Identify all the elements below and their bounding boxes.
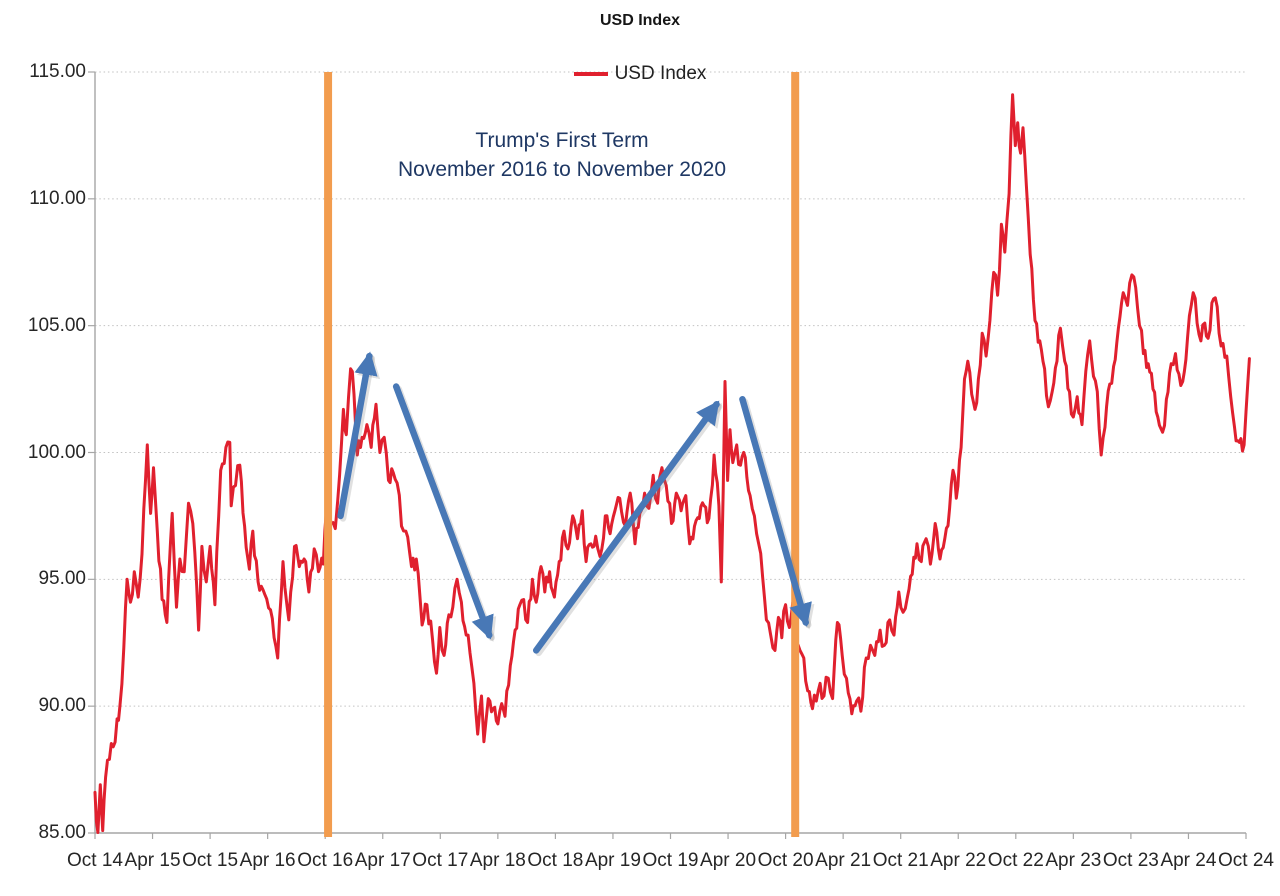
x-axis-label: Apr 19	[584, 850, 641, 871]
x-axis-label: Oct 23	[1102, 850, 1159, 871]
trend-arrow-2017-decline-down	[392, 383, 494, 640]
x-axis-label: Oct 20	[757, 850, 814, 871]
trend-arrow-shadow	[535, 403, 723, 657]
x-axis-label: Apr 15	[124, 850, 181, 871]
x-axis-label: Apr 22	[930, 850, 987, 871]
x-axis-label: Apr 17	[354, 850, 411, 871]
annotation-line-1: Trump's First Term	[475, 129, 649, 152]
x-axis-label: Oct 14	[67, 850, 123, 871]
x-axis-label: Oct 24	[1218, 850, 1274, 871]
x-axis-label: Apr 21	[815, 850, 872, 871]
legend-label: USD Index	[614, 63, 707, 84]
y-axis-label: 85.00	[38, 822, 86, 843]
legend: USD Index	[0, 62, 1280, 86]
y-axis-label: 115.00	[29, 61, 86, 82]
trump-term-annotation: Trump's First Term November 2016 to Nove…	[312, 126, 812, 184]
x-axis-label: Apr 18	[469, 850, 526, 871]
y-axis-label: 95.00	[38, 568, 86, 590]
x-axis-label: Oct 21	[872, 850, 929, 871]
x-axis-label: Apr 20	[700, 850, 757, 871]
x-axis-label: Oct 16	[297, 850, 354, 871]
legend-line-swatch	[573, 72, 608, 76]
usd-index-line	[93, 93, 1251, 834]
trend-arrow-2018-2020-rise-up	[532, 400, 720, 654]
x-axis-label: Oct 17	[412, 850, 469, 871]
trend-arrow-2020-decline-down	[739, 395, 812, 627]
y-axis-label: 100.00	[27, 441, 86, 463]
trend-arrow-post-election-rally-up	[337, 351, 378, 520]
y-axis-label: 105.00	[27, 314, 86, 336]
annotation-line-2: November 2016 to November 2020	[397, 158, 727, 181]
x-axis-label: Oct 22	[987, 850, 1044, 871]
chart-title: USD Index	[599, 12, 680, 29]
x-axis-label: Apr 16	[239, 850, 296, 871]
x-axis-label: Oct 18	[527, 850, 584, 871]
x-axis-label: Oct 19	[642, 850, 699, 871]
y-axis-label: 90.00	[38, 695, 86, 717]
x-axis-label: Oct 15	[182, 850, 239, 871]
x-axis-label: Apr 23	[1045, 850, 1102, 871]
y-axis-label: 110.00	[29, 187, 86, 209]
x-axis-label: Apr 24	[1160, 850, 1217, 871]
